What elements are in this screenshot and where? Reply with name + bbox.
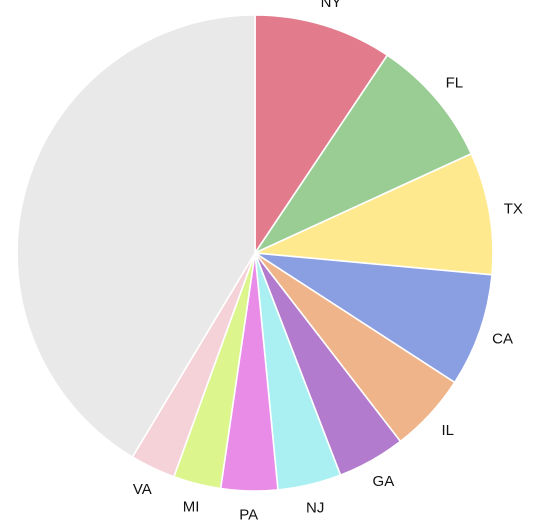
pie-labels: NY FL TX CA IL GA NJ PA MI VA — [133, 0, 523, 522]
slice-label-ny: NY — [321, 0, 342, 11]
pie-slice-ny — [254, 14, 389, 256]
slice-label-mi: MI — [183, 499, 200, 516]
slice-label-pa: PA — [239, 506, 258, 522]
slice-label-ga: GA — [373, 473, 395, 490]
pie-slices — [16, 14, 494, 492]
pie-slice-tx — [251, 152, 494, 276]
slice-label-il: IL — [441, 422, 454, 439]
pie-slice-other — [16, 14, 256, 459]
pie-slice-ca — [254, 252, 493, 384]
slice-label-ca: CA — [492, 330, 513, 347]
slice-label-nj: NJ — [306, 500, 324, 517]
slice-label-tx: TX — [504, 200, 523, 217]
slice-label-fl: FL — [446, 75, 464, 92]
pie-slice-fl — [252, 54, 473, 255]
slice-label-va: VA — [133, 481, 152, 498]
